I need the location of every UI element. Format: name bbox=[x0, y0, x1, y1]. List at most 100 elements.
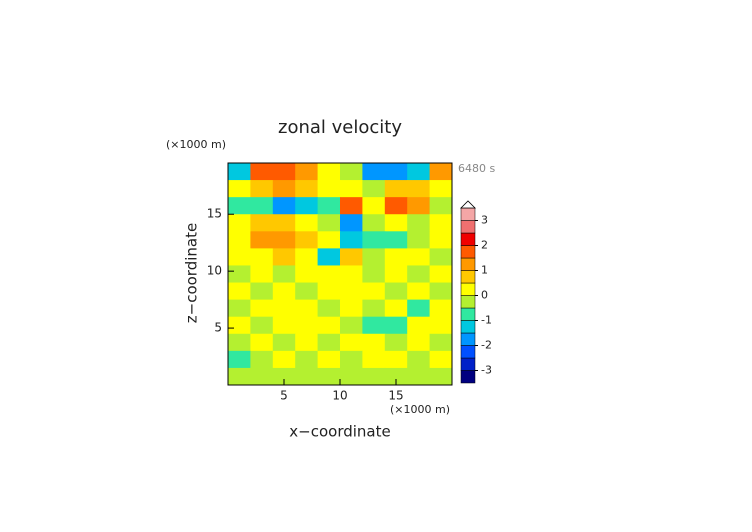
cell bbox=[295, 333, 319, 352]
colorbar-tick-label: -2 bbox=[481, 339, 492, 352]
cell bbox=[272, 367, 296, 386]
cell bbox=[228, 350, 251, 369]
cell bbox=[295, 350, 319, 369]
cell bbox=[272, 248, 296, 266]
colorbar-swatch bbox=[460, 232, 476, 246]
cell bbox=[340, 316, 363, 335]
colorbar-tick-label: -1 bbox=[481, 314, 492, 327]
cell bbox=[407, 367, 431, 386]
cell bbox=[384, 350, 408, 369]
time-label: 6480 s bbox=[458, 162, 495, 175]
cell bbox=[362, 265, 386, 284]
cell bbox=[340, 180, 363, 198]
cell bbox=[429, 367, 453, 386]
cell bbox=[272, 163, 296, 181]
cell bbox=[407, 282, 431, 301]
y-tick-label: 10 bbox=[207, 264, 222, 278]
cell bbox=[317, 299, 341, 318]
cell bbox=[250, 163, 274, 181]
cell bbox=[272, 333, 296, 352]
cell bbox=[317, 197, 341, 215]
cell bbox=[250, 299, 274, 318]
cell bbox=[384, 299, 408, 318]
colorbar-swatch bbox=[460, 370, 476, 384]
y-tick-label: 15 bbox=[207, 207, 222, 221]
cell bbox=[429, 316, 453, 335]
cell bbox=[340, 248, 363, 266]
colorbar-swatch bbox=[460, 270, 476, 284]
cell bbox=[295, 214, 319, 232]
cell bbox=[429, 248, 453, 266]
cell bbox=[317, 231, 341, 249]
cell bbox=[362, 248, 386, 266]
cell bbox=[362, 333, 386, 352]
cell bbox=[384, 231, 408, 249]
cell bbox=[272, 214, 296, 232]
cell bbox=[407, 214, 431, 232]
cell bbox=[362, 231, 386, 249]
cell bbox=[228, 316, 251, 335]
cell bbox=[384, 197, 408, 215]
cell bbox=[272, 197, 296, 215]
cell bbox=[407, 299, 431, 318]
cell bbox=[340, 350, 363, 369]
cell bbox=[250, 214, 274, 232]
x-unit: (×1000 m) bbox=[390, 403, 450, 416]
cell bbox=[429, 265, 453, 284]
cell bbox=[340, 367, 363, 386]
cell bbox=[295, 180, 319, 198]
colorbar-swatch bbox=[460, 345, 476, 359]
x-tick-label: 15 bbox=[388, 389, 403, 403]
cell bbox=[362, 316, 386, 335]
cell bbox=[295, 299, 319, 318]
colorbar-tick-label: 1 bbox=[481, 264, 488, 277]
cell bbox=[317, 367, 341, 386]
colorbar-swatch bbox=[460, 220, 476, 234]
cell bbox=[362, 367, 386, 386]
cell bbox=[250, 333, 274, 352]
cell bbox=[295, 282, 319, 301]
cell bbox=[407, 316, 431, 335]
cell bbox=[407, 180, 431, 198]
cell bbox=[228, 197, 251, 215]
cell bbox=[384, 180, 408, 198]
cell bbox=[384, 265, 408, 284]
cell bbox=[272, 265, 296, 284]
colorbar-swatch bbox=[460, 295, 476, 309]
cell bbox=[272, 282, 296, 301]
cell bbox=[362, 282, 386, 301]
cell bbox=[384, 316, 408, 335]
colorbar-extension bbox=[460, 200, 476, 209]
cell bbox=[317, 316, 341, 335]
cell bbox=[250, 180, 274, 198]
cell bbox=[317, 180, 341, 198]
cell bbox=[407, 248, 431, 266]
cell bbox=[362, 350, 386, 369]
cell bbox=[317, 350, 341, 369]
cell bbox=[228, 214, 251, 232]
cell bbox=[407, 231, 431, 249]
cell bbox=[250, 231, 274, 249]
cell bbox=[228, 180, 251, 198]
colorbar-tick-label: -3 bbox=[481, 364, 492, 377]
cell bbox=[295, 163, 319, 181]
cell bbox=[429, 299, 453, 318]
cell bbox=[340, 231, 363, 249]
colorbar-swatch bbox=[460, 257, 476, 271]
colorbar-tick-label: 3 bbox=[481, 214, 488, 227]
cell bbox=[407, 197, 431, 215]
colorbar-swatch bbox=[460, 307, 476, 321]
colorbar-tick-label: 2 bbox=[481, 239, 488, 252]
colorbar-swatch bbox=[460, 245, 476, 259]
cell bbox=[295, 367, 319, 386]
cell bbox=[384, 214, 408, 232]
cell bbox=[340, 163, 363, 181]
cell bbox=[228, 367, 251, 386]
cell bbox=[250, 248, 274, 266]
colorbar-tick-label: 0 bbox=[481, 289, 488, 302]
cell bbox=[250, 282, 274, 301]
cell bbox=[295, 316, 319, 335]
y-tick-label: 5 bbox=[214, 321, 222, 335]
cell bbox=[362, 163, 386, 181]
